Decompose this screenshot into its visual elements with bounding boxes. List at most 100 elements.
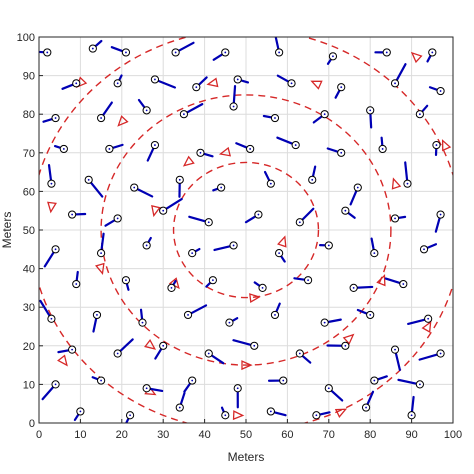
direction-marker — [241, 360, 253, 371]
sensors — [39, 37, 445, 423]
sensor-node — [183, 376, 197, 393]
sensor-node — [68, 210, 87, 219]
direction-marker — [421, 320, 432, 334]
sensor-node — [97, 232, 106, 258]
y-tick-label: 70 — [23, 148, 35, 160]
sensor-node — [105, 143, 124, 154]
direction-marker — [57, 354, 68, 367]
direction-marker — [117, 115, 129, 127]
sensor-node — [312, 411, 331, 420]
sensor-node — [205, 276, 217, 288]
direction-marker — [249, 293, 261, 304]
x-tick-label: 80 — [364, 429, 376, 441]
sensor-node — [43, 245, 60, 268]
sensor-node — [97, 101, 113, 123]
sensor-node — [326, 341, 350, 350]
sensor-node — [175, 391, 186, 412]
y-tick-label: 60 — [23, 186, 35, 198]
sensor-node — [233, 75, 250, 84]
sensor-node — [276, 74, 296, 88]
direction-marker — [144, 339, 157, 350]
direction-marker — [342, 333, 355, 345]
sensor-node — [390, 63, 407, 88]
sensor-node — [110, 46, 131, 57]
sensor-node — [415, 104, 429, 119]
sensor-node — [39, 299, 56, 323]
sensor-node — [92, 310, 102, 333]
sensor-node — [212, 48, 230, 61]
sensor-node — [142, 236, 152, 250]
sensor-node — [434, 210, 445, 233]
y-tick-label: 20 — [23, 341, 35, 353]
sensor-node — [179, 103, 204, 119]
direction-marker — [277, 235, 287, 248]
sensor-node — [432, 140, 441, 157]
direction-marker — [334, 408, 348, 418]
trajectory-ring — [172, 161, 320, 299]
sensor-node — [212, 183, 226, 192]
sensor-node — [253, 281, 267, 292]
sensor-node — [267, 376, 288, 385]
sensor-node — [104, 214, 122, 227]
sensor-node — [275, 249, 286, 263]
sensor-node — [121, 276, 131, 291]
sensor-node — [349, 183, 362, 206]
x-tick-label: 60 — [281, 429, 293, 441]
y-tick-label: 40 — [23, 264, 35, 276]
sensor-node — [88, 39, 103, 53]
sensor-node — [61, 79, 81, 90]
sensor-node — [91, 376, 106, 385]
sensor-node — [318, 241, 333, 250]
direction-marker — [410, 51, 423, 64]
direction-marker — [232, 410, 245, 421]
sensor-node — [188, 247, 201, 258]
sensor-node — [229, 85, 238, 111]
trajectory-ring — [100, 94, 392, 366]
y-axis-label: Meters — [0, 212, 14, 249]
sensor-node — [263, 170, 275, 188]
x-axis-label: Meters — [228, 450, 265, 464]
sensor-node — [384, 277, 408, 289]
sensor-node — [370, 237, 379, 258]
sensor-node — [326, 52, 338, 65]
sensor-node — [183, 304, 208, 320]
y-tick-label: 100 — [17, 32, 35, 44]
sensor-node — [378, 136, 387, 154]
x-tick-label: 0 — [36, 429, 42, 441]
sensor-node — [146, 140, 160, 162]
sensor-node — [418, 349, 445, 361]
y-tick-label: 90 — [23, 71, 35, 83]
sensor-node — [407, 395, 416, 420]
sensor-node — [266, 407, 287, 417]
direction-marker — [95, 262, 105, 275]
sensor-node — [150, 75, 177, 89]
sensor-node — [130, 183, 154, 198]
y-tick-label: 30 — [23, 302, 35, 314]
sensor-node — [220, 406, 230, 420]
sensor-node — [312, 110, 329, 124]
sensor-node — [295, 207, 315, 227]
sensor-node — [370, 375, 388, 385]
sensor-node — [390, 214, 407, 223]
sensor-node — [138, 308, 147, 327]
sensor-node — [270, 302, 281, 320]
direction-marker — [218, 146, 232, 157]
x-tick-label: 70 — [323, 429, 335, 441]
sensor-node — [293, 276, 313, 285]
sensor-node — [426, 48, 437, 63]
sensor-node — [192, 76, 208, 92]
sensor-node — [366, 106, 375, 129]
sensor-node — [53, 144, 68, 154]
x-tick-label: 20 — [116, 429, 128, 441]
x-tick-label: 10 — [74, 429, 86, 441]
sensor-node — [419, 243, 438, 254]
sensor-node — [113, 74, 123, 88]
direction-marker — [391, 177, 402, 190]
direction-marker — [310, 80, 323, 90]
sensor-node — [390, 345, 401, 371]
sensor-node — [125, 411, 135, 423]
y-tick-label: 80 — [23, 109, 35, 121]
y-tick-label: 10 — [23, 379, 35, 391]
x-tick-label: 30 — [157, 429, 169, 441]
